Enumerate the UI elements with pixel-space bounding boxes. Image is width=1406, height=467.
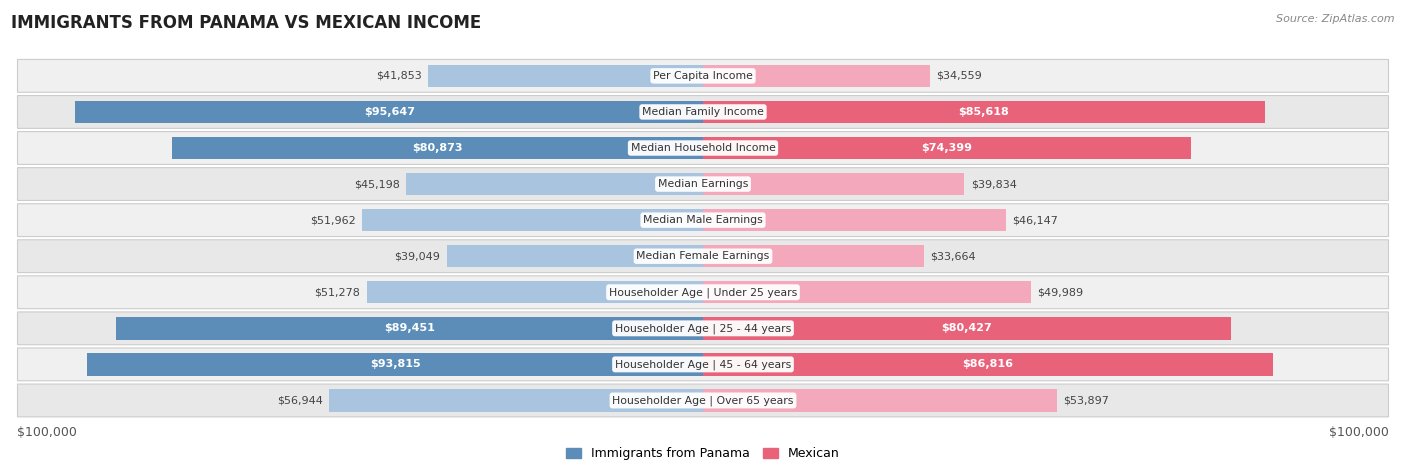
Text: $80,873: $80,873: [412, 143, 463, 153]
FancyBboxPatch shape: [17, 348, 1389, 381]
Bar: [703, 137, 1191, 159]
Text: Per Capita Income: Per Capita Income: [652, 71, 754, 81]
Bar: [406, 173, 703, 195]
Bar: [703, 245, 924, 268]
Text: Source: ZipAtlas.com: Source: ZipAtlas.com: [1277, 14, 1395, 24]
Text: $74,399: $74,399: [921, 143, 973, 153]
Bar: [363, 209, 703, 231]
FancyBboxPatch shape: [17, 276, 1389, 309]
Bar: [703, 173, 965, 195]
Bar: [173, 137, 703, 159]
Text: $49,989: $49,989: [1038, 287, 1084, 297]
Text: $56,944: $56,944: [277, 396, 323, 405]
Text: Median Household Income: Median Household Income: [630, 143, 776, 153]
Text: Median Male Earnings: Median Male Earnings: [643, 215, 763, 225]
FancyBboxPatch shape: [17, 312, 1389, 345]
Text: Median Female Earnings: Median Female Earnings: [637, 251, 769, 261]
Bar: [117, 317, 703, 340]
Text: Householder Age | 45 - 64 years: Householder Age | 45 - 64 years: [614, 359, 792, 370]
Text: $34,559: $34,559: [936, 71, 981, 81]
Bar: [703, 317, 1230, 340]
FancyBboxPatch shape: [17, 96, 1389, 128]
Bar: [703, 353, 1272, 375]
Bar: [703, 389, 1057, 411]
FancyBboxPatch shape: [17, 168, 1389, 200]
Text: $39,049: $39,049: [394, 251, 440, 261]
Text: $41,853: $41,853: [375, 71, 422, 81]
Text: Median Earnings: Median Earnings: [658, 179, 748, 189]
Text: Median Family Income: Median Family Income: [643, 107, 763, 117]
Text: $89,451: $89,451: [384, 323, 434, 333]
Text: $53,897: $53,897: [1063, 396, 1109, 405]
Legend: Immigrants from Panama, Mexican: Immigrants from Panama, Mexican: [561, 442, 845, 465]
Text: $51,962: $51,962: [309, 215, 356, 225]
Text: $33,664: $33,664: [931, 251, 976, 261]
Text: $93,815: $93,815: [370, 360, 420, 369]
FancyBboxPatch shape: [17, 132, 1389, 164]
Text: $95,647: $95,647: [364, 107, 415, 117]
Bar: [87, 353, 703, 375]
Bar: [703, 209, 1005, 231]
Text: $46,147: $46,147: [1012, 215, 1059, 225]
Text: Householder Age | Under 25 years: Householder Age | Under 25 years: [609, 287, 797, 297]
FancyBboxPatch shape: [17, 240, 1389, 273]
Bar: [429, 65, 703, 87]
Bar: [703, 101, 1265, 123]
Text: $86,816: $86,816: [962, 360, 1014, 369]
Text: $39,834: $39,834: [972, 179, 1017, 189]
Text: IMMIGRANTS FROM PANAMA VS MEXICAN INCOME: IMMIGRANTS FROM PANAMA VS MEXICAN INCOME: [11, 14, 481, 32]
Bar: [703, 281, 1031, 304]
FancyBboxPatch shape: [17, 204, 1389, 237]
Text: Householder Age | Over 65 years: Householder Age | Over 65 years: [612, 395, 794, 406]
Bar: [76, 101, 703, 123]
Text: Householder Age | 25 - 44 years: Householder Age | 25 - 44 years: [614, 323, 792, 333]
Bar: [703, 65, 929, 87]
Text: $85,618: $85,618: [959, 107, 1010, 117]
FancyBboxPatch shape: [17, 59, 1389, 92]
Text: $51,278: $51,278: [314, 287, 360, 297]
Bar: [447, 245, 703, 268]
Text: $45,198: $45,198: [354, 179, 399, 189]
FancyBboxPatch shape: [17, 384, 1389, 417]
Bar: [329, 389, 703, 411]
Bar: [367, 281, 703, 304]
Text: $80,427: $80,427: [942, 323, 993, 333]
